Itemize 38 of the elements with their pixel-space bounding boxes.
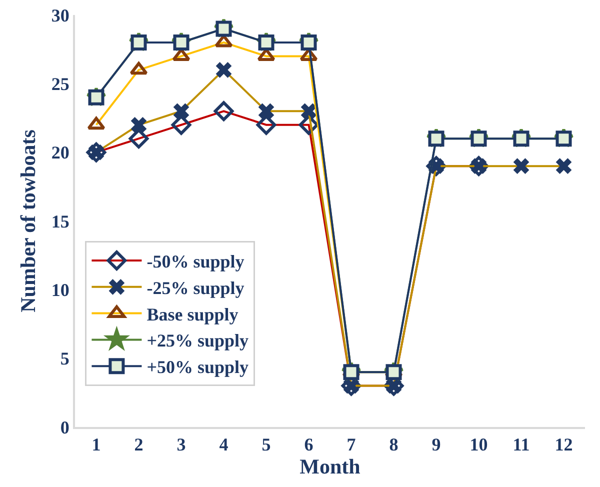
y-tick-label: 5: [60, 348, 70, 369]
x-tick-label: 5: [262, 434, 271, 455]
y-tick-label: 30: [51, 5, 70, 26]
point: [258, 34, 274, 50]
y-tick-label: 25: [51, 74, 70, 94]
x-tick-label: 3: [176, 434, 186, 455]
x-tick-label: 4: [219, 434, 228, 455]
point: [470, 130, 487, 147]
legend-label: -25% supply: [146, 278, 244, 298]
x-axis-title: Month: [300, 454, 361, 479]
point: [513, 130, 530, 147]
point: [556, 130, 572, 147]
y-tick-label: 10: [51, 280, 70, 300]
x-tick-label: 11: [512, 434, 530, 455]
x-tick-label: 6: [304, 434, 314, 455]
y-tick-label: 20: [51, 142, 70, 163]
legend-label: +25% supply: [146, 330, 248, 351]
point: [130, 34, 147, 50]
legend-label: Base supply: [146, 304, 238, 324]
point: [216, 20, 232, 37]
point: [428, 130, 444, 147]
point: [343, 364, 360, 380]
y-tick-label: 15: [51, 211, 70, 232]
legend-label: +50% supply: [146, 357, 248, 378]
point: [173, 34, 190, 50]
x-tick-label: 10: [470, 434, 488, 455]
point: [300, 34, 317, 50]
x-tick-label: 8: [389, 434, 398, 455]
x-tick-label: 1: [92, 434, 101, 455]
x-tick-label: 2: [134, 434, 144, 455]
y-axis-title: Number of towboats: [16, 130, 40, 312]
legend-label: -50% supply: [146, 252, 244, 272]
x-tick-label: 9: [432, 434, 441, 455]
y-tick-label: 0: [60, 417, 70, 438]
x-tick-label: 7: [346, 434, 356, 455]
x-tick-label: 12: [554, 434, 573, 455]
point: [88, 89, 104, 106]
point: [386, 364, 402, 380]
